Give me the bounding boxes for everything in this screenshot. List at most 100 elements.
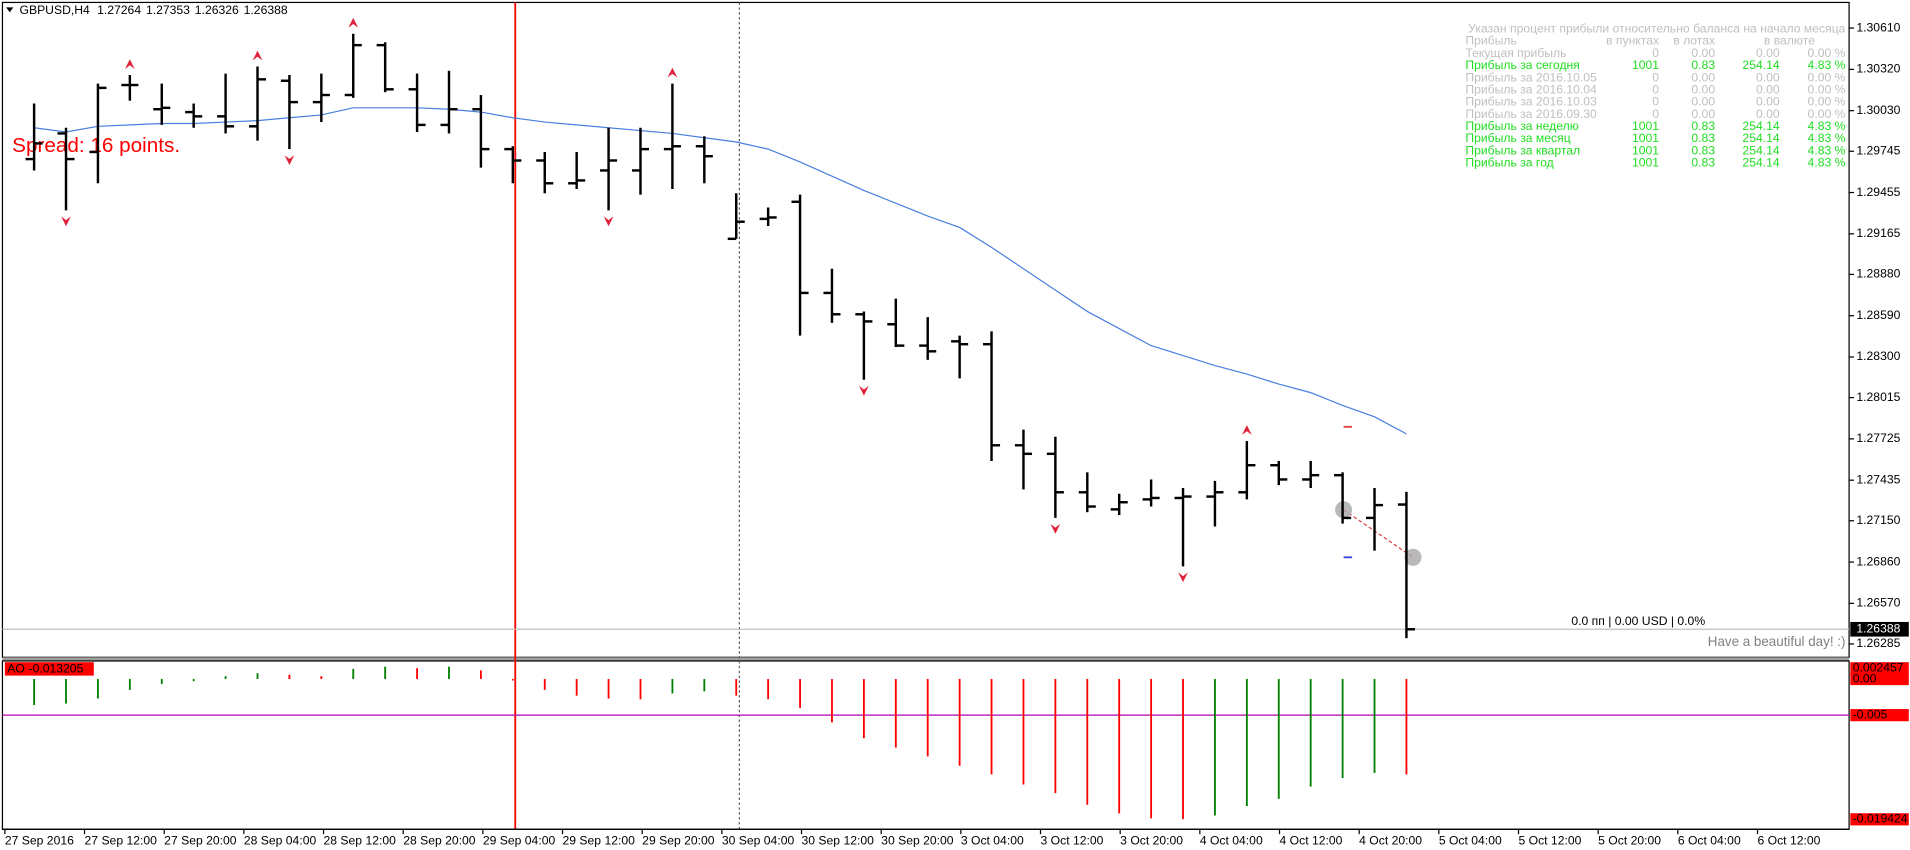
info-cell: 0.00 [1756, 46, 1780, 60]
info-cell: 4.83 % [1808, 131, 1846, 145]
fractal-down [61, 216, 71, 227]
x-tick-label: 5 Oct 20:00 [1598, 834, 1661, 848]
y-tick-label: -0.019424 [1853, 812, 1908, 826]
info-cell: 0.00 [1756, 82, 1780, 96]
fractal-down [1050, 524, 1061, 534]
info-cell: 254.14 [1742, 58, 1779, 72]
fractal-up [348, 17, 359, 28]
info-cell: 0.00 [1691, 70, 1715, 84]
info-cell: 1001 [1632, 58, 1659, 72]
indicator-label-bg [4, 662, 94, 676]
spread-text: Spread: 16 points. [12, 134, 180, 157]
fractal-down [859, 385, 869, 396]
x-tick-label: 6 Oct 12:00 [1757, 834, 1820, 848]
info-cell: 0.00 % [1808, 46, 1846, 60]
info-cell: 0 [1652, 107, 1659, 121]
info-cell: 0.83 [1691, 119, 1715, 133]
info-column-header: Прибыль [1465, 34, 1516, 48]
x-tick-label: 27 Sep 12:00 [85, 834, 158, 848]
x-tick-label: 27 Sep 20:00 [164, 834, 237, 848]
y-tick-label: 1.29455 [1856, 185, 1900, 199]
info-cell: 0 [1652, 70, 1659, 84]
info-cell: 0.00 % [1808, 107, 1846, 121]
x-tick-label: 4 Oct 04:00 [1200, 834, 1263, 848]
info-panel: Указан процент прибыли относительно бала… [1465, 21, 1845, 169]
info-column-header: в пунктах [1606, 34, 1659, 48]
current-price-bg [1850, 621, 1909, 637]
info-cell: Прибыль за 2016.09.30 [1465, 107, 1597, 121]
info-cell: Прибыль за год [1465, 156, 1553, 170]
info-cell: 0 [1652, 46, 1659, 60]
greeting: Have a beautiful day! :) [1708, 634, 1846, 649]
x-tick-label: 3 Oct 20:00 [1120, 834, 1183, 848]
indicator-name: AO [7, 662, 25, 676]
info-cell: 1001 [1632, 119, 1659, 133]
fractal-down [1178, 572, 1188, 583]
y-tick-label: 1.27725 [1856, 431, 1900, 445]
info-cell: 254.14 [1742, 131, 1779, 145]
info-cell: 0.00 [1691, 107, 1715, 121]
info-cell: Прибыль за месяц [1465, 131, 1570, 145]
y-tick-bg [1850, 672, 1909, 686]
trade-close-point[interactable] [1404, 548, 1422, 566]
y-tick-label: 1.30030 [1856, 103, 1900, 117]
info-cell: Прибыль за 2016.10.03 [1465, 95, 1597, 109]
info-cell: 0.00 % [1808, 82, 1846, 96]
status-text: 0.0 пп | 0.00 USD | 0.0% [1571, 614, 1705, 628]
x-tick-label: 30 Sep 12:00 [802, 834, 875, 848]
y-tick-label: 1.28880 [1856, 267, 1900, 281]
info-cell: Прибыль за квартал [1465, 143, 1580, 157]
info-cell: 0.83 [1691, 156, 1715, 170]
pane-separator [2, 657, 1850, 661]
info-cell: 254.14 [1742, 156, 1779, 170]
fractal-down [603, 216, 614, 227]
indicator-value: -0.013205 [29, 662, 84, 676]
x-tick-label: 29 Sep 20:00 [642, 834, 715, 848]
menu-triangle[interactable] [6, 7, 14, 13]
info-column-header: в лотах [1673, 34, 1715, 48]
moving-average [34, 107, 1407, 435]
y-tick-label: 1.27435 [1856, 472, 1900, 486]
x-tick-label: 28 Sep 04:00 [244, 834, 317, 848]
x-tick-label: 27 Sep 2016 [5, 834, 74, 848]
y-tick-label: -0.005 [1853, 707, 1888, 721]
y-tick-label: 1.28015 [1856, 390, 1900, 404]
header-high: 1.27353 [146, 3, 190, 17]
y-tick-bg [1850, 709, 1909, 722]
x-tick-label: 3 Oct 04:00 [961, 834, 1024, 848]
y-tick-label: 1.29165 [1856, 226, 1900, 240]
info-cell: 0.00 [1691, 82, 1715, 96]
x-tick-label: 29 Sep 12:00 [563, 834, 636, 848]
info-cell: 0 [1652, 95, 1659, 109]
y-tick-label: 1.26570 [1856, 596, 1900, 610]
info-cell: 0.00 % [1808, 70, 1846, 84]
x-tick-label: 29 Sep 04:00 [483, 834, 556, 848]
y-tick-label: 1.28300 [1856, 349, 1900, 363]
info-column-header: в валюте [1764, 34, 1815, 48]
x-tick-label: 6 Oct 04:00 [1678, 834, 1741, 848]
y-tick-label: 1.30610 [1856, 20, 1900, 34]
info-cell: 0.00 [1756, 70, 1780, 84]
info-cell: 0.00 [1691, 46, 1715, 60]
header-close: 1.26388 [244, 3, 288, 17]
info-cell: Прибыль за сегодня [1465, 58, 1579, 72]
y-tick-label: 1.28590 [1856, 308, 1900, 322]
fractal-up [124, 59, 135, 69]
current-price-label: 1.26388 [1856, 621, 1900, 635]
info-cell: 0.00 [1756, 95, 1780, 109]
trade-line [1343, 509, 1414, 558]
fractal-up [1241, 425, 1252, 435]
x-tick-label: 5 Oct 12:00 [1518, 834, 1581, 848]
x-tick-label: 4 Oct 20:00 [1359, 834, 1422, 848]
indicator-label: AO -0.013205 [7, 662, 83, 676]
fractal-up [252, 50, 263, 61]
info-cell: 0 [1652, 82, 1659, 96]
y-tick-bg [1850, 662, 1909, 675]
info-cell: 254.14 [1742, 119, 1779, 133]
info-cell: 4.83 % [1808, 58, 1846, 72]
info-cell: 1001 [1632, 156, 1659, 170]
info-cell: 4.83 % [1808, 156, 1846, 170]
